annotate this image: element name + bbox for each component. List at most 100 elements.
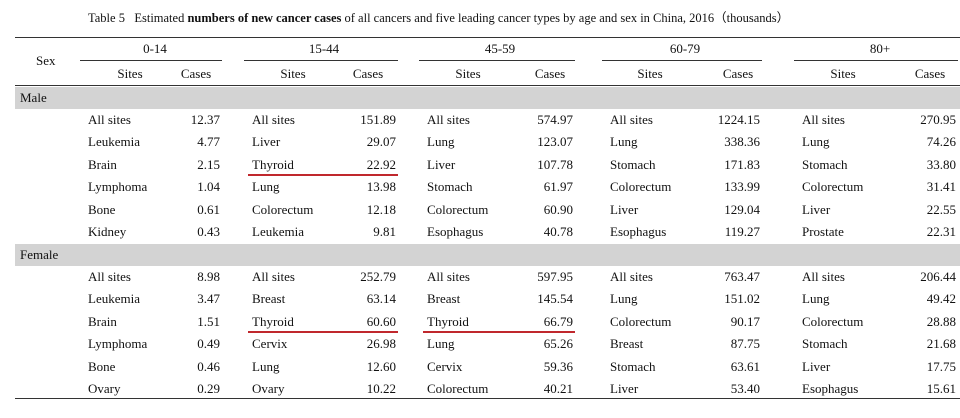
site-cell: All sites bbox=[802, 112, 845, 127]
cases-cell: 63.61 bbox=[730, 358, 760, 374]
section-band bbox=[15, 244, 960, 266]
cases-cell: 13.98 bbox=[366, 179, 396, 195]
cases-cell: 129.04 bbox=[724, 201, 760, 217]
site-cell: Leukemia bbox=[88, 291, 140, 307]
sub-header: Cases bbox=[914, 66, 946, 81]
cases-cell: 90.17 bbox=[730, 313, 760, 329]
group-rule bbox=[419, 60, 575, 61]
site-cell: Liver bbox=[610, 381, 639, 396]
site-cell: Stomach bbox=[802, 336, 848, 352]
cases-cell: 12.60 bbox=[366, 358, 396, 374]
cases-cell: 65.26 bbox=[543, 336, 573, 352]
site-cell: Stomach bbox=[610, 358, 656, 374]
site-cell: Colorectum bbox=[802, 179, 864, 195]
title-prefix: Table 5 bbox=[88, 11, 125, 25]
sub-header: Cases bbox=[180, 66, 212, 81]
sub-header: Sites bbox=[455, 66, 481, 81]
group-rule bbox=[80, 60, 222, 61]
cases-cell: 574.97 bbox=[537, 112, 573, 127]
site-cell: All sites bbox=[252, 269, 295, 284]
sub-header: Sites bbox=[830, 66, 856, 81]
title-text: of all cancers and five leading cancer t… bbox=[344, 11, 790, 25]
site-cell: Ovary bbox=[252, 381, 285, 396]
cases-cell: 763.47 bbox=[724, 269, 760, 284]
age-group: 60-79 bbox=[669, 41, 701, 56]
site-cell: Breast bbox=[252, 291, 286, 307]
site-cell: All sites bbox=[802, 269, 845, 284]
cases-cell: 597.95 bbox=[537, 269, 573, 284]
cases-cell: 0.61 bbox=[197, 201, 220, 217]
site-cell: Liver bbox=[802, 201, 831, 217]
sub-header: Cases bbox=[352, 66, 384, 81]
site-cell: Lung bbox=[610, 134, 638, 150]
section-label: Female bbox=[20, 247, 59, 262]
site-cell: All sites bbox=[610, 112, 653, 127]
site-cell: Thyroid bbox=[252, 313, 294, 329]
site-cell: All sites bbox=[88, 112, 131, 127]
site-cell: Thyroid bbox=[252, 156, 294, 172]
site-cell: Colorectum bbox=[427, 201, 489, 217]
cases-cell: 21.68 bbox=[926, 336, 956, 352]
highlight-underline bbox=[423, 330, 575, 333]
cases-cell: 59.36 bbox=[543, 358, 573, 374]
cases-cell: 1.51 bbox=[197, 313, 220, 329]
cases-cell: 151.89 bbox=[360, 112, 396, 127]
cases-cell: 171.83 bbox=[724, 156, 760, 172]
rule bbox=[15, 398, 960, 399]
site-cell: All sites bbox=[610, 269, 653, 284]
site-cell: Stomach bbox=[427, 179, 473, 195]
cases-cell: 61.97 bbox=[543, 179, 573, 195]
site-cell: Breast bbox=[610, 336, 644, 352]
group-rule bbox=[602, 60, 762, 61]
cases-cell: 17.75 bbox=[926, 358, 956, 374]
cases-cell: 22.92 bbox=[366, 156, 396, 172]
cases-cell: 60.60 bbox=[366, 313, 396, 329]
site-cell: Liver bbox=[802, 358, 831, 374]
site-cell: Stomach bbox=[610, 156, 656, 172]
site-cell: Lung bbox=[252, 179, 280, 195]
header-sex: Sex bbox=[36, 53, 56, 68]
group-rule bbox=[794, 60, 958, 61]
age-group: 80+ bbox=[869, 41, 891, 56]
section-band bbox=[15, 87, 960, 109]
cases-cell: 151.02 bbox=[724, 291, 760, 307]
sub-header: Cases bbox=[722, 66, 754, 81]
table-title: Table 5 Estimated numbers of new cancer … bbox=[88, 10, 789, 26]
site-cell: All sites bbox=[427, 269, 470, 284]
cases-cell: 0.49 bbox=[197, 336, 220, 352]
site-cell: Colorectum bbox=[610, 313, 672, 329]
site-cell: Cervix bbox=[427, 358, 463, 374]
cases-cell: 123.07 bbox=[537, 134, 573, 150]
site-cell: All sites bbox=[427, 112, 470, 127]
site-cell: Lymphoma bbox=[88, 336, 148, 352]
site-cell: Lung bbox=[427, 134, 455, 150]
cases-cell: 29.07 bbox=[366, 134, 396, 150]
cases-cell: 40.78 bbox=[543, 224, 573, 239]
cases-cell: 31.41 bbox=[926, 179, 956, 195]
cases-cell: 74.26 bbox=[926, 134, 956, 150]
site-cell: Lung bbox=[802, 134, 830, 150]
highlight-underline bbox=[248, 173, 398, 176]
group-rule bbox=[244, 60, 398, 61]
site-cell: Liver bbox=[427, 156, 456, 172]
rule bbox=[15, 37, 960, 38]
site-cell: Thyroid bbox=[427, 313, 469, 329]
site-cell: Esophagus bbox=[427, 224, 484, 239]
site-cell: Liver bbox=[252, 134, 281, 150]
sub-header: Sites bbox=[280, 66, 306, 81]
cases-cell: 66.79 bbox=[543, 313, 573, 329]
site-cell: Brain bbox=[88, 156, 117, 172]
cases-cell: 22.31 bbox=[926, 224, 956, 239]
cases-cell: 40.21 bbox=[543, 381, 573, 396]
site-cell: Colorectum bbox=[427, 381, 489, 396]
cases-cell: 12.37 bbox=[190, 112, 220, 127]
site-cell: Lung bbox=[252, 358, 280, 374]
cases-cell: 33.80 bbox=[926, 156, 956, 172]
cases-cell: 9.81 bbox=[373, 224, 396, 239]
cases-cell: 2.15 bbox=[197, 156, 220, 172]
site-cell: Lung bbox=[427, 336, 455, 352]
cases-cell: 26.98 bbox=[366, 336, 396, 352]
cases-cell: 60.90 bbox=[543, 201, 573, 217]
site-cell: Leukemia bbox=[252, 224, 304, 239]
cases-cell: 3.47 bbox=[197, 291, 220, 307]
